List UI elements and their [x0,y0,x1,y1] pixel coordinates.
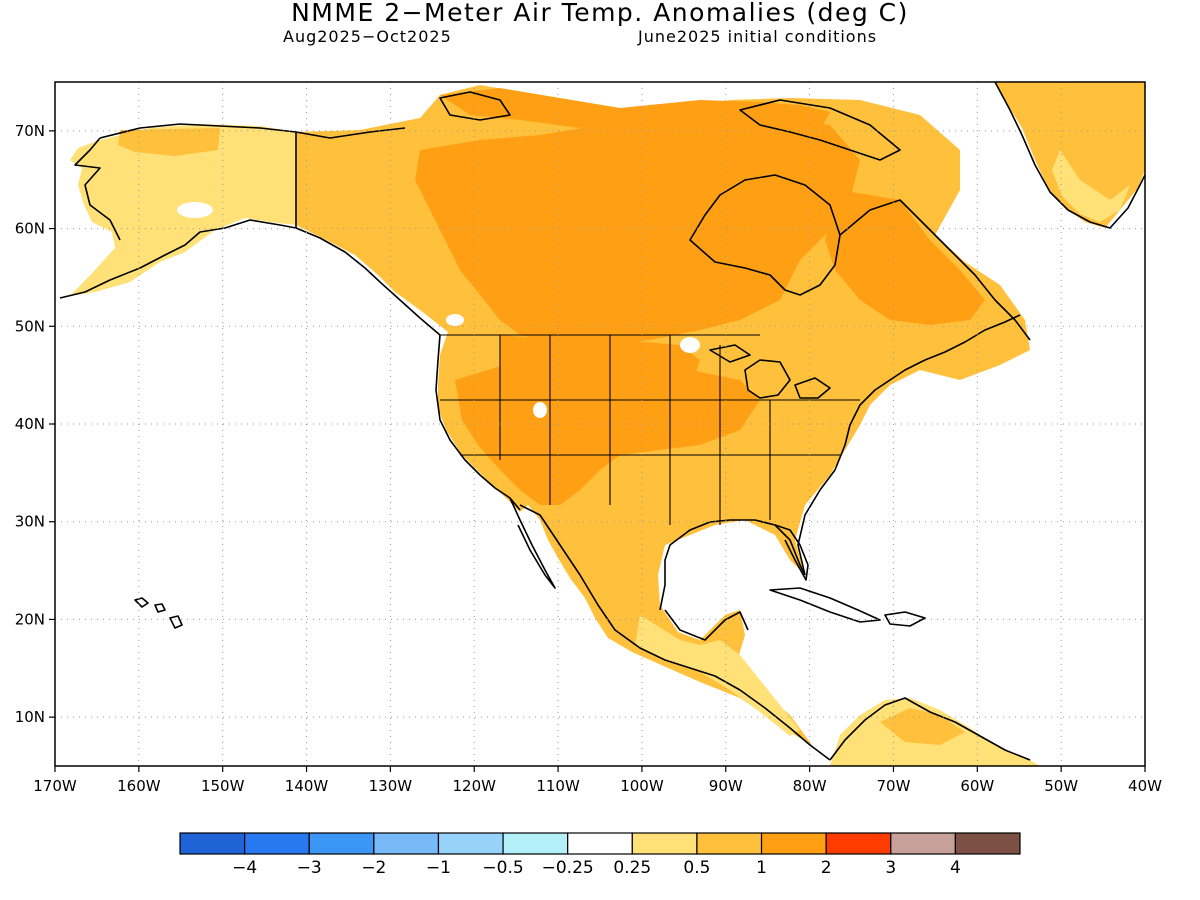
south-america-coast [829,697,1031,761]
arctic-islands-anomaly [440,88,830,130]
forecast-period: Aug2025−Oct2025 [283,27,452,46]
colorbar-swatch [502,832,569,855]
ontario-neutral-patch [680,337,700,353]
alaska-coastline [59,219,441,336]
colorbar-label: 0.25 [613,858,651,878]
colorbar-swatch [308,832,375,855]
hispaniola [884,611,926,627]
greenland-interior-weaker [1052,150,1130,222]
hudson-bay [689,174,841,296]
lon-tick-label: 100W [620,777,664,795]
baja-california [509,497,556,589]
greenland-anomaly-region [995,82,1145,228]
labrador-anomaly [825,190,985,325]
colorbar-label: 3 [885,858,896,878]
greenland-coast [994,82,1145,229]
lon-tick-label: 140W [285,777,329,795]
colorbar-label: −3 [297,858,322,878]
lat-tick-label: 30N [15,513,45,531]
colorbar-swatch [373,832,440,855]
colorbar-swatch [825,832,892,855]
colorbar-label: −2 [361,858,386,878]
colorbar-label: −1 [426,858,451,878]
lon-tick-label: 120W [452,777,496,795]
hawaii [134,597,183,629]
colorbar-swatch [631,832,698,855]
colorbar-swatch [244,832,310,855]
colorbar-label: −0.5 [482,858,523,878]
lon-tick-label: 130W [369,777,413,795]
florida [774,524,809,581]
alaska-west-coast [74,137,121,241]
lon-tick-label: 170W [33,777,77,795]
colorbar-swatch [179,832,246,855]
initial-conditions: June2025 initial conditions [638,27,878,46]
colorbar-label: −0.25 [542,858,594,878]
lat-tick-label: 60N [15,220,45,238]
utah-neutral-patch [533,402,547,418]
arctic-island-victoria [439,91,511,121]
colorbar-swatch [760,832,827,855]
lat-tick-label: 20N [15,610,45,628]
labrador-coast [839,199,1031,341]
lat-tick-label: 70N [15,122,45,140]
alaska-neutral-patch [177,202,213,218]
colorbar-swatch [696,832,763,855]
us-east-coast [797,314,1021,576]
graticule [55,82,1145,766]
colorbar-legend: −4 −3 −2 −1 −0.5 −0.25 0.25 0.5 1 2 3 4 [179,832,1021,878]
colorbar-label: 4 [950,858,961,878]
colorbar-label: −4 [232,858,257,878]
lon-tick-label: 90W [709,777,743,795]
us-west-coast [435,334,521,511]
lon-tick-label: 150W [201,777,245,795]
map-title: NMME 2−Meter Air Temp. Anomalies (deg C) [291,0,909,27]
lat-tick-label: 10N [15,708,45,726]
colorbar-label: 1 [756,858,767,878]
central-america-weak-anomaly [635,615,800,736]
mexico-west-coast [519,504,831,761]
colorbar-label: 0.5 [683,858,710,878]
lon-tick-label: 40W [1128,777,1162,795]
lat-tick-label: 50N [15,317,45,335]
lon-tick-label: 70W [877,777,911,795]
great-lakes [709,344,831,399]
alaska-north-coast [99,123,406,139]
state-borders [440,334,860,525]
alaska-warm-patch [118,128,220,156]
colorbar-swatch [954,832,1021,855]
latitude-axis: 10N 20N 30N 40N 50N 60N 70N [15,122,55,726]
lat-tick-label: 40N [15,415,45,433]
colorbar-swatch [890,832,956,855]
lon-tick-label: 60W [960,777,994,795]
yucatan-coast [664,609,749,641]
lon-tick-label: 160W [117,777,161,795]
cuba [769,587,881,623]
bc-neutral-patch [446,314,464,326]
lon-tick-label: 110W [536,777,580,795]
arctic-island-baffin [739,99,901,161]
longitude-axis: 170W 160W 150W 140W 130W 120W 110W 100W 90W 80W 70… [33,766,1162,795]
colorbar-swatch [437,832,504,855]
lon-tick-label: 80W [793,777,827,795]
colorbar-label: 2 [821,858,832,878]
lon-tick-label: 50W [1044,777,1078,795]
colorbar-swatch [567,832,633,855]
